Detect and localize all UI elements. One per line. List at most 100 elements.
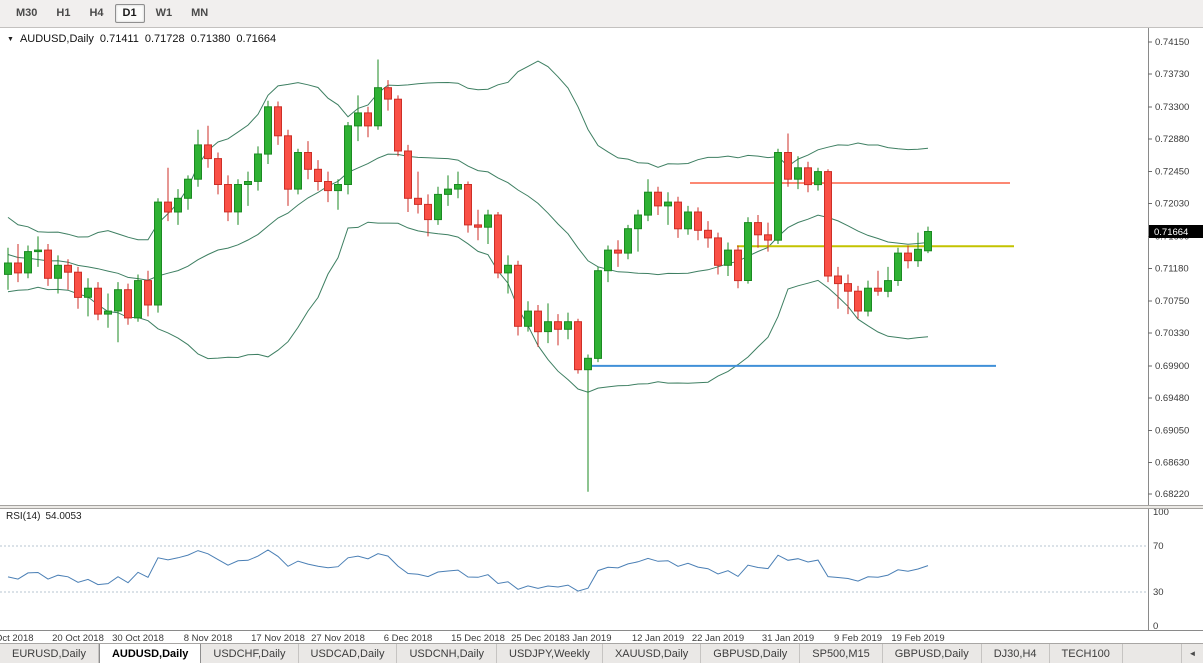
candle-down xyxy=(364,112,372,127)
candle-down xyxy=(224,184,232,213)
candle-up xyxy=(774,152,782,241)
candle-down xyxy=(164,201,172,213)
candle-down xyxy=(314,168,322,183)
tab-usdjpy-weekly[interactable]: USDJPY,Weekly xyxy=(497,644,603,663)
candle-up xyxy=(644,191,652,216)
candle-up xyxy=(84,287,92,298)
chart-area: ▼ AUDUSD,Daily 0.71411 0.71728 0.71380 0… xyxy=(0,28,1203,643)
candle-up xyxy=(374,87,382,127)
timeframe-button-h4[interactable]: H4 xyxy=(89,7,104,19)
tab-usdcnh-daily[interactable]: USDCNH,Daily xyxy=(397,644,498,663)
candle-down xyxy=(904,252,912,262)
candle-down xyxy=(284,135,292,190)
chart-canvas[interactable]: 100 70 30 0 0.74150 0.73730 0.73300 0.72880 0.72… xyxy=(0,28,1203,643)
rsi-axis-label: 30 xyxy=(1153,587,1164,598)
candle-up xyxy=(634,214,642,230)
ohlc-low: 0.71380 xyxy=(190,33,231,45)
timeframe-button-m30[interactable]: M30 xyxy=(16,7,38,19)
candle-up xyxy=(924,231,932,252)
candle-up xyxy=(914,248,922,262)
candle-down xyxy=(464,184,472,226)
candle-up xyxy=(724,249,732,266)
candle-up xyxy=(234,184,242,213)
candle-down xyxy=(494,214,502,274)
current-price-tag-bg xyxy=(1149,225,1203,238)
candle-down xyxy=(204,144,212,160)
time-axis-label: 20 Oct 2018 xyxy=(52,633,104,643)
time-axis-label: 8 Nov 2018 xyxy=(184,633,233,643)
time-axis-label: 9 Feb 2019 xyxy=(834,633,882,643)
candle-down xyxy=(414,197,422,205)
time-axis-label: 11 Oct 2018 xyxy=(0,633,34,643)
candle-down xyxy=(124,289,132,319)
candle-up xyxy=(814,171,822,186)
candle-up xyxy=(884,280,892,292)
candle-down xyxy=(734,249,742,282)
candle-up xyxy=(564,321,572,330)
candle-up xyxy=(454,184,462,190)
chart-symbol-marker-icon: ▼ xyxy=(7,35,14,43)
price-axis-label: 0.69050 xyxy=(1155,426,1189,437)
candle-down xyxy=(404,150,412,199)
rsi-axis-label: 0 xyxy=(1153,621,1158,632)
candle-up xyxy=(104,310,112,315)
price-axis-label: 0.73300 xyxy=(1155,102,1189,113)
candle-down xyxy=(324,181,332,192)
tab-sp500-m15[interactable]: SP500,M15 xyxy=(800,644,883,663)
candle-down xyxy=(554,321,562,330)
tab-usdchf-daily[interactable]: USDCHF,Daily xyxy=(201,644,299,663)
candle-down xyxy=(474,224,482,228)
timeframe-button-mn[interactable]: MN xyxy=(191,7,209,19)
current-price-tag: 0.71664 xyxy=(1149,225,1203,238)
price-axis-label: 0.68220 xyxy=(1155,489,1189,500)
tab-gbpusd-daily[interactable]: GBPUSD,Daily xyxy=(883,644,982,663)
candle-up xyxy=(134,280,142,319)
candle-down xyxy=(834,275,842,285)
ohlc-close: 0.71664 xyxy=(236,33,277,45)
candle-down xyxy=(384,87,392,100)
candle-down xyxy=(274,106,282,137)
candle-up xyxy=(594,270,602,359)
candle-up xyxy=(114,289,122,312)
tab-dj30-h4[interactable]: DJ30,H4 xyxy=(982,644,1050,663)
tab-usdcad-daily[interactable]: USDCAD,Daily xyxy=(299,644,398,663)
time-axis-label: 17 Nov 2018 xyxy=(251,633,305,643)
time-axis-label: 25 Dec 2018 xyxy=(511,633,565,643)
timeframe-button-d1[interactable]: D1 xyxy=(114,4,145,23)
timeframe-button-h1[interactable]: H1 xyxy=(56,7,71,19)
price-axis-label: 0.71180 xyxy=(1155,263,1189,274)
candle-down xyxy=(764,234,772,241)
candle-down xyxy=(64,264,72,273)
candle-down xyxy=(704,229,712,239)
tab-eurusd-daily[interactable]: EURUSD,Daily xyxy=(0,644,99,663)
rsi-pane: 100 70 30 0 xyxy=(0,507,1169,632)
tab-tech100[interactable]: TECH100 xyxy=(1050,644,1123,663)
candle-down xyxy=(874,287,882,292)
time-axis-label: 6 Dec 2018 xyxy=(384,633,433,643)
candle-up xyxy=(154,201,162,306)
candle-up xyxy=(864,287,872,312)
price-axis-label: 0.69900 xyxy=(1155,361,1189,372)
candle-down xyxy=(304,152,312,170)
candle-up xyxy=(744,222,752,282)
candle-up xyxy=(484,214,492,228)
tab-xauusd-daily[interactable]: XAUUSD,Daily xyxy=(603,644,702,663)
candle-up xyxy=(24,251,32,274)
candle-down xyxy=(144,280,152,306)
candle-down xyxy=(74,271,82,298)
candle-down xyxy=(534,310,542,333)
candle-up xyxy=(294,152,302,190)
tab-gbpusd-daily[interactable]: GBPUSD,Daily xyxy=(701,644,801,663)
symbol-tabbar: EURUSD,Daily AUDUSD,Daily USDCHF,Daily USDC… xyxy=(0,643,1203,663)
pane-divider[interactable] xyxy=(0,505,1203,509)
candle-down xyxy=(424,203,432,221)
time-axis-label: 31 Jan 2019 xyxy=(762,633,814,643)
candle-down xyxy=(694,211,702,231)
timeframe-button-w1[interactable]: W1 xyxy=(155,7,173,19)
tab-audusd-daily[interactable]: AUDUSD,Daily xyxy=(98,644,202,663)
candle-up xyxy=(524,310,532,327)
candle-up xyxy=(604,249,612,272)
tab-scroll-left-button[interactable]: ◄ xyxy=(1181,644,1203,663)
candle-down xyxy=(804,167,812,186)
